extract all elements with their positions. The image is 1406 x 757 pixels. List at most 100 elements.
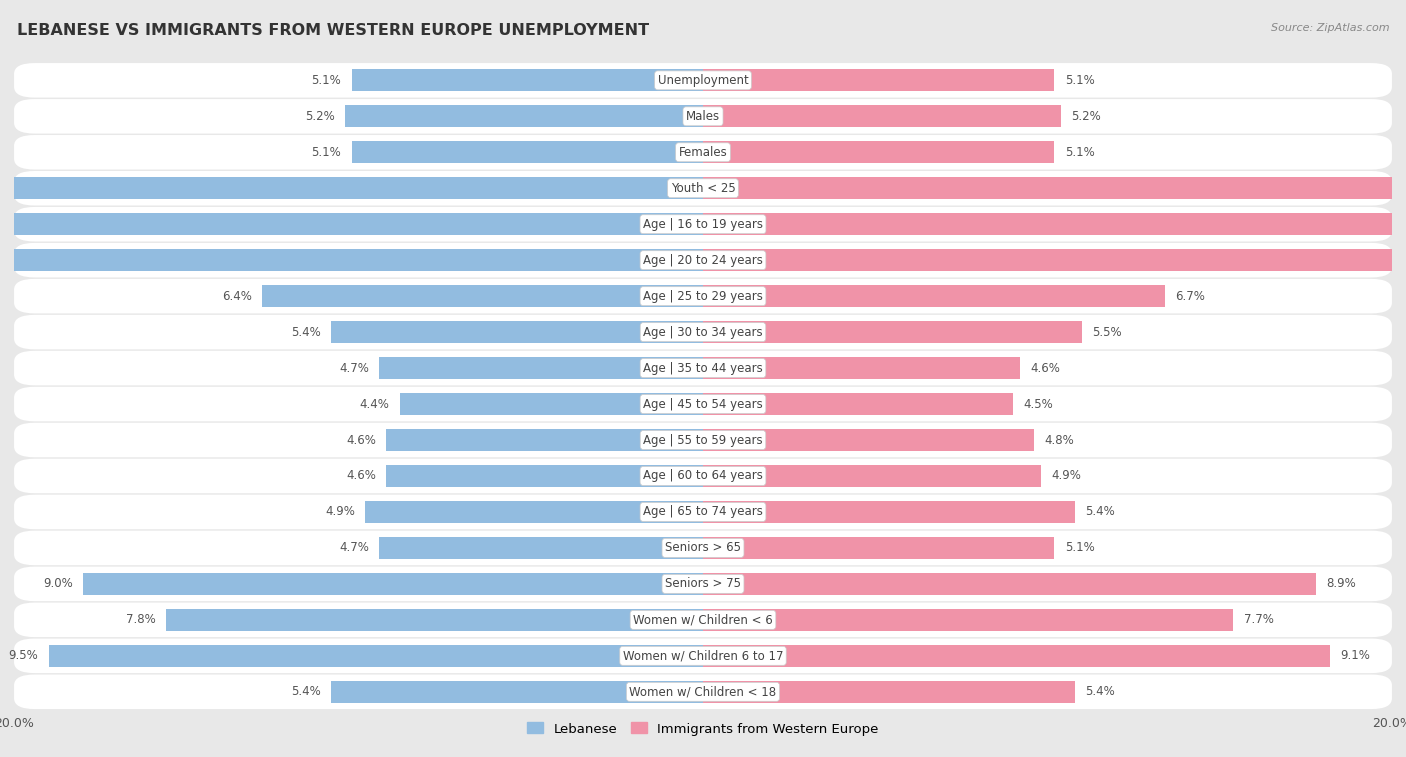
FancyBboxPatch shape bbox=[14, 422, 1392, 457]
Bar bbox=[366, 501, 703, 523]
FancyBboxPatch shape bbox=[14, 243, 1392, 278]
Text: Seniors > 75: Seniors > 75 bbox=[665, 578, 741, 590]
Text: Age | 35 to 44 years: Age | 35 to 44 years bbox=[643, 362, 763, 375]
Text: Seniors > 65: Seniors > 65 bbox=[665, 541, 741, 554]
FancyBboxPatch shape bbox=[14, 494, 1392, 529]
Bar bbox=[387, 465, 703, 488]
Bar bbox=[352, 141, 703, 164]
FancyBboxPatch shape bbox=[14, 99, 1392, 133]
Text: 5.4%: 5.4% bbox=[291, 326, 321, 338]
Text: Women w/ Children 6 to 17: Women w/ Children 6 to 17 bbox=[623, 650, 783, 662]
Text: Age | 55 to 59 years: Age | 55 to 59 years bbox=[643, 434, 763, 447]
Bar bbox=[703, 213, 1406, 235]
Bar bbox=[166, 609, 703, 631]
Bar bbox=[387, 429, 703, 451]
FancyBboxPatch shape bbox=[14, 603, 1392, 637]
Bar bbox=[330, 681, 703, 703]
FancyBboxPatch shape bbox=[14, 63, 1392, 98]
Text: 9.5%: 9.5% bbox=[8, 650, 38, 662]
FancyBboxPatch shape bbox=[14, 459, 1392, 494]
FancyBboxPatch shape bbox=[14, 315, 1392, 350]
Text: 5.2%: 5.2% bbox=[1071, 110, 1101, 123]
FancyBboxPatch shape bbox=[14, 639, 1392, 673]
Bar bbox=[0, 177, 703, 199]
FancyBboxPatch shape bbox=[14, 567, 1392, 601]
Bar bbox=[703, 357, 1019, 379]
FancyBboxPatch shape bbox=[14, 531, 1392, 565]
Bar bbox=[703, 105, 1062, 127]
Bar bbox=[380, 537, 703, 559]
Bar bbox=[703, 573, 1316, 595]
Text: Women w/ Children < 6: Women w/ Children < 6 bbox=[633, 613, 773, 626]
Text: 9.0%: 9.0% bbox=[42, 578, 73, 590]
Bar bbox=[703, 645, 1330, 667]
Bar bbox=[703, 177, 1406, 199]
Text: 5.1%: 5.1% bbox=[1064, 74, 1094, 87]
Text: Age | 60 to 64 years: Age | 60 to 64 years bbox=[643, 469, 763, 482]
Text: Source: ZipAtlas.com: Source: ZipAtlas.com bbox=[1271, 23, 1389, 33]
FancyBboxPatch shape bbox=[14, 135, 1392, 170]
Text: 4.6%: 4.6% bbox=[346, 469, 375, 482]
Bar bbox=[703, 465, 1040, 488]
Bar bbox=[703, 681, 1076, 703]
Text: 8.9%: 8.9% bbox=[1326, 578, 1357, 590]
Text: 4.7%: 4.7% bbox=[339, 362, 368, 375]
FancyBboxPatch shape bbox=[14, 279, 1392, 313]
Bar bbox=[703, 429, 1033, 451]
Text: 6.4%: 6.4% bbox=[222, 290, 252, 303]
Text: Age | 25 to 29 years: Age | 25 to 29 years bbox=[643, 290, 763, 303]
Text: 5.1%: 5.1% bbox=[1064, 146, 1094, 159]
Text: 5.2%: 5.2% bbox=[305, 110, 335, 123]
Text: 4.5%: 4.5% bbox=[1024, 397, 1053, 410]
Bar bbox=[703, 537, 1054, 559]
Text: LEBANESE VS IMMIGRANTS FROM WESTERN EUROPE UNEMPLOYMENT: LEBANESE VS IMMIGRANTS FROM WESTERN EURO… bbox=[17, 23, 650, 38]
Text: Females: Females bbox=[679, 146, 727, 159]
Text: 5.5%: 5.5% bbox=[1092, 326, 1122, 338]
Text: 5.1%: 5.1% bbox=[312, 74, 342, 87]
Text: 4.8%: 4.8% bbox=[1045, 434, 1074, 447]
Bar bbox=[703, 609, 1233, 631]
Text: 4.7%: 4.7% bbox=[339, 541, 368, 554]
Bar bbox=[703, 249, 1406, 271]
Text: 4.9%: 4.9% bbox=[1050, 469, 1081, 482]
Text: 6.7%: 6.7% bbox=[1175, 290, 1205, 303]
FancyBboxPatch shape bbox=[14, 387, 1392, 422]
Text: 5.4%: 5.4% bbox=[1085, 685, 1115, 698]
Text: 4.6%: 4.6% bbox=[346, 434, 375, 447]
Bar bbox=[0, 213, 703, 235]
Bar bbox=[703, 393, 1012, 415]
FancyBboxPatch shape bbox=[14, 171, 1392, 205]
Text: 9.1%: 9.1% bbox=[1340, 650, 1369, 662]
Bar bbox=[399, 393, 703, 415]
Bar bbox=[0, 249, 703, 271]
Text: 5.4%: 5.4% bbox=[1085, 506, 1115, 519]
Bar bbox=[48, 645, 703, 667]
FancyBboxPatch shape bbox=[14, 350, 1392, 385]
Bar bbox=[330, 321, 703, 343]
Text: Age | 16 to 19 years: Age | 16 to 19 years bbox=[643, 218, 763, 231]
Text: Males: Males bbox=[686, 110, 720, 123]
FancyBboxPatch shape bbox=[14, 207, 1392, 241]
Text: 5.4%: 5.4% bbox=[291, 685, 321, 698]
Text: 7.7%: 7.7% bbox=[1244, 613, 1274, 626]
FancyBboxPatch shape bbox=[14, 674, 1392, 709]
Bar bbox=[380, 357, 703, 379]
Text: 5.1%: 5.1% bbox=[312, 146, 342, 159]
Legend: Lebanese, Immigrants from Western Europe: Lebanese, Immigrants from Western Europe bbox=[522, 717, 884, 741]
Bar bbox=[703, 321, 1083, 343]
Text: Age | 30 to 34 years: Age | 30 to 34 years bbox=[643, 326, 763, 338]
Bar bbox=[703, 141, 1054, 164]
Text: 4.9%: 4.9% bbox=[325, 506, 356, 519]
Text: 4.6%: 4.6% bbox=[1031, 362, 1060, 375]
Text: Youth < 25: Youth < 25 bbox=[671, 182, 735, 195]
Bar bbox=[83, 573, 703, 595]
Text: Age | 45 to 54 years: Age | 45 to 54 years bbox=[643, 397, 763, 410]
Bar bbox=[262, 285, 703, 307]
Bar bbox=[703, 501, 1076, 523]
Bar bbox=[352, 69, 703, 92]
Text: 5.1%: 5.1% bbox=[1064, 541, 1094, 554]
Bar bbox=[344, 105, 703, 127]
Text: 7.8%: 7.8% bbox=[125, 613, 155, 626]
Text: Women w/ Children < 18: Women w/ Children < 18 bbox=[630, 685, 776, 698]
Bar bbox=[703, 69, 1054, 92]
